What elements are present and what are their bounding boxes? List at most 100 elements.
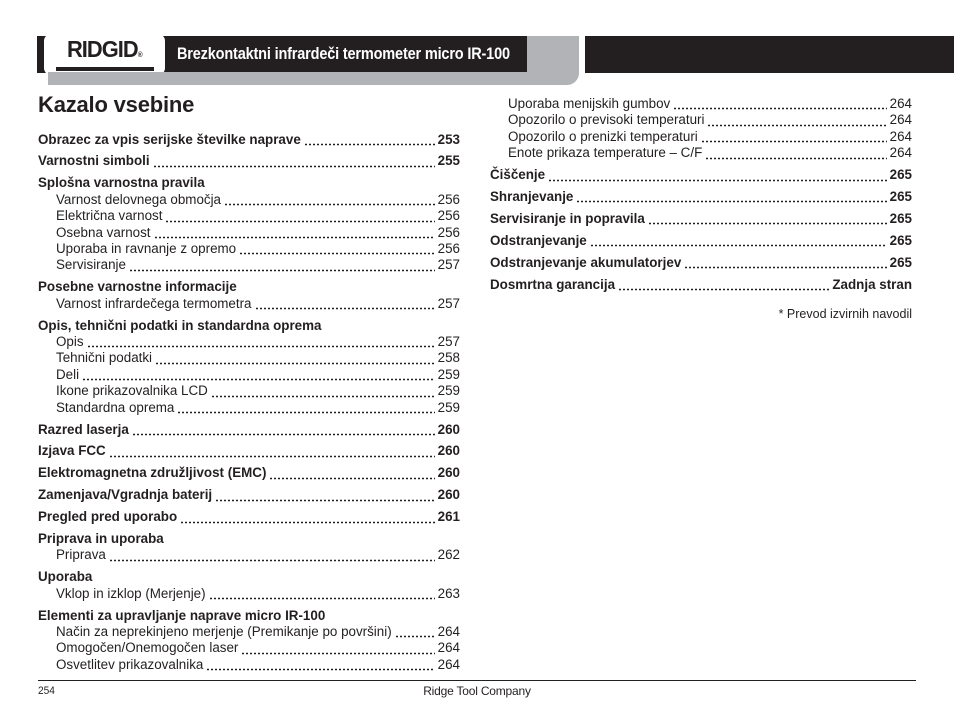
toc-dot-leader xyxy=(108,549,435,562)
toc-entry: Opozorilo o previsoki temperaturi 264 xyxy=(490,112,912,128)
toc-dot-leader xyxy=(707,114,887,127)
toc-dot-leader xyxy=(86,336,435,349)
toc-entry-page: 265 xyxy=(889,210,912,226)
toc-entry: Razred laserja 260 xyxy=(38,422,460,438)
toc-entry: Dosmrtna garancija Zadnja stran xyxy=(490,277,912,293)
toc-dot-leader xyxy=(108,445,435,458)
toc-entry-label: Pregled pred uporabo xyxy=(38,509,178,525)
toc-dot-leader xyxy=(239,243,435,256)
toc-column-right: Uporaba menijskih gumbov 264 Opozorilo o p… xyxy=(490,96,912,321)
toc-entry: Servisiranje in popravila 265 xyxy=(490,211,912,227)
toc-entry: Varnostni simboli 255 xyxy=(38,153,460,169)
toc-entry-label: Dosmrtna garancija xyxy=(490,276,616,292)
toc-entry-label: Uporaba menijskih gumbov xyxy=(508,96,671,111)
toc-entry-label: Elektromagnetna združljivost (EMC) xyxy=(38,465,267,481)
toc-entry-label: Način za neprekinjeno merjenje (Premikan… xyxy=(56,624,392,640)
toc-entry: Enote prikaza temperature – C/F 264 xyxy=(490,145,912,161)
toc-entry: Servisiranje 257 xyxy=(38,257,460,273)
toc-entry: Priprava 262 xyxy=(38,547,460,563)
toc-entry: Ikone prikazovalnika LCD 259 xyxy=(38,383,460,399)
header-title: Brezkontaktni infrardeči termometer micr… xyxy=(177,45,510,63)
toc-entry-label: Varnostni simboli xyxy=(38,153,150,169)
ridgid-logo: RIDGID® xyxy=(44,34,165,75)
toc-entry: Opozorilo o prenizki temperaturi 264 xyxy=(490,129,912,145)
toc-dot-leader xyxy=(254,298,435,311)
footer-company: Ridge Tool Company xyxy=(423,684,531,698)
toc-dot-leader xyxy=(700,131,887,144)
toc-entry-page: 261 xyxy=(437,509,460,525)
toc-entry-page: 259 xyxy=(437,366,460,382)
toc-entry-page: 257 xyxy=(437,333,460,349)
footer-page-number: 254 xyxy=(38,685,55,697)
toc-entry-label: Vklop in izklop (Merjenje) xyxy=(56,585,206,601)
toc-entry-label: Razred laserja xyxy=(38,421,129,437)
toc-entry-label: Ikone prikazovalnika LCD xyxy=(56,383,208,399)
toc-entry-page: 258 xyxy=(437,350,460,366)
toc-entry-label: Čiščenje xyxy=(490,167,546,183)
toc-entry-label: Priprava in uporaba xyxy=(38,531,164,547)
toc-entry-label: Posebne varnostne informacije xyxy=(38,279,237,295)
toc-entry-label: Splošna varnostna pravila xyxy=(38,175,205,191)
toc-entry: Splošna varnostna pravila xyxy=(38,175,460,191)
toc-entry-page: 260 xyxy=(437,421,460,437)
toc-entry: Standardna oprema 259 xyxy=(38,400,460,416)
toc-entry: Priprava in uporaba xyxy=(38,531,460,547)
toc-entry: Odstranjevanje akumulatorjev 265 xyxy=(490,255,912,271)
toc-dot-leader xyxy=(206,659,435,672)
toc-entry-label: Uporaba in ravnanje z opremo xyxy=(56,240,237,256)
toc-entry: Shranjevanje 265 xyxy=(490,189,912,205)
header-bar-shadow xyxy=(48,72,579,85)
toc-entry: Čiščenje 265 xyxy=(490,167,912,183)
toc-entry-label: Omogočen/Onemogočen laser xyxy=(56,640,239,656)
toc-entry-label: Opis, tehnični podatki in standardna opr… xyxy=(38,317,322,333)
toc-entry: Omogočen/Onemogočen laser 264 xyxy=(38,640,460,656)
toc-dot-leader xyxy=(548,169,887,182)
toc-entry: Zamenjava/Vgradnja baterij 260 xyxy=(38,487,460,503)
toc-entry-page: 262 xyxy=(437,547,460,563)
toc-entry-label: Opozorilo o previsoki temperaturi xyxy=(508,112,705,128)
toc-dot-leader xyxy=(705,147,887,160)
toc-entry-page: 256 xyxy=(437,240,460,256)
toc-dot-leader xyxy=(131,423,435,436)
toc-entry: Način za neprekinjeno merjenje (Premikan… xyxy=(38,624,460,640)
toc-entry: Tehnični podatki 258 xyxy=(38,350,460,366)
toc-entry: Uporaba menijskih gumbov 264 xyxy=(490,96,912,112)
toc-dot-leader xyxy=(303,133,435,146)
toc-entry-label: Tehnični podatki xyxy=(56,350,153,366)
toc-entry-label: Enote prikaza temperature – C/F xyxy=(508,145,703,161)
toc-entry-page: 256 xyxy=(437,208,460,224)
toc-entry-label: Izjava FCC xyxy=(38,443,106,459)
toc-entry-label: Električna varnost xyxy=(56,208,163,224)
toc-entry: Obrazec za vpis serijske številke naprav… xyxy=(38,132,460,148)
toc-entry-label: Osvetlitev prikazovalnika xyxy=(56,656,204,672)
toc-entry-page: Zadnja stran xyxy=(832,276,912,292)
toc-entry-page: 259 xyxy=(437,383,460,399)
toc-entry-page: 264 xyxy=(889,112,912,128)
toc-entry: Izjava FCC 260 xyxy=(38,443,460,459)
toc-dot-leader xyxy=(82,369,435,382)
toc-entry-label: Uporaba xyxy=(38,569,93,585)
ridgid-logo-underline xyxy=(55,66,154,71)
toc-entry-label: Standardna oprema xyxy=(56,399,175,415)
toc-entry-label: Opis xyxy=(56,333,84,349)
toc-entry-page: 265 xyxy=(889,254,912,270)
toc-entry-label: Elementi za upravljanje naprave micro IR… xyxy=(38,607,326,623)
toc-entry: Uporaba xyxy=(38,569,460,585)
toc-entry-label: Shranjevanje xyxy=(490,189,574,205)
toc-entry-page: 260 xyxy=(437,443,460,459)
toc-entry-page: 264 xyxy=(437,624,460,640)
toc-dot-leader xyxy=(618,279,830,292)
registered-mark-icon: ® xyxy=(137,51,143,59)
toc-dot-leader xyxy=(180,511,435,524)
toc-dot-leader xyxy=(576,191,887,204)
toc-entry: Elementi za upravljanje naprave micro IR… xyxy=(38,608,460,624)
toc-entry: Uporaba in ravnanje z opremo 256 xyxy=(38,241,460,257)
toc-dot-leader xyxy=(684,257,887,270)
toc-dot-leader xyxy=(241,642,435,655)
header-bar: RIDGID® Brezkontaktni infrardeči termome… xyxy=(37,34,527,75)
toc-dot-leader xyxy=(647,213,887,226)
header-bar-right-block xyxy=(585,36,954,73)
toc-entry: Vklop in izklop (Merjenje) 263 xyxy=(38,586,460,602)
toc-dot-leader xyxy=(673,98,887,111)
toc-entry-page: 264 xyxy=(889,128,912,144)
